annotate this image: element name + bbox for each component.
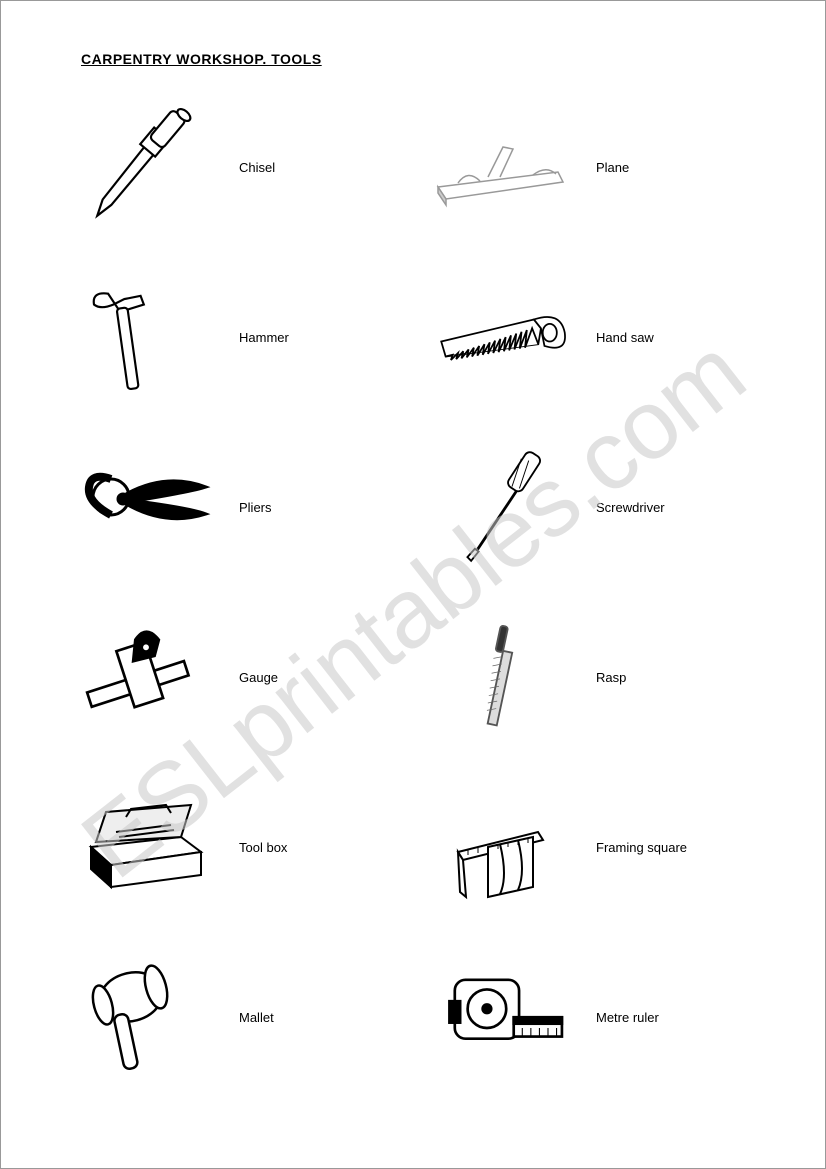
tool-cell-screwdriver: Screwdriver	[428, 437, 755, 577]
tool-cell-mallet: Mallet	[71, 947, 398, 1087]
rasp-icon	[428, 612, 578, 742]
tool-cell-chisel: Chisel	[71, 97, 398, 237]
metre-ruler-icon	[428, 952, 578, 1082]
tool-cell-handsaw: Hand saw	[428, 267, 755, 407]
tools-grid: Chisel Plane	[51, 97, 775, 1087]
hammer-icon	[71, 272, 221, 402]
tool-cell-rasp: Rasp	[428, 607, 755, 747]
tool-cell-toolbox: Tool box	[71, 777, 398, 917]
tool-cell-plane: Plane	[428, 97, 755, 237]
toolbox-icon	[71, 782, 221, 912]
tool-cell-gauge: Gauge	[71, 607, 398, 747]
mallet-icon	[71, 952, 221, 1082]
tool-label: Gauge	[239, 670, 278, 685]
tool-label: Pliers	[239, 500, 272, 515]
plane-icon	[428, 102, 578, 232]
tool-label: Hand saw	[596, 330, 654, 345]
tool-label: Mallet	[239, 1010, 274, 1025]
tool-cell-framing-square: Framing square	[428, 777, 755, 917]
tool-label: Metre ruler	[596, 1010, 659, 1025]
tool-label: Plane	[596, 160, 629, 175]
tool-cell-metre-ruler: Metre ruler	[428, 947, 755, 1087]
tool-cell-hammer: Hammer	[71, 267, 398, 407]
pliers-icon	[71, 442, 221, 572]
screwdriver-icon	[428, 442, 578, 572]
tool-label: Chisel	[239, 160, 275, 175]
tool-label: Tool box	[239, 840, 287, 855]
page-title: CARPENTRY WORKSHOP. TOOLS	[81, 51, 775, 67]
tool-label: Rasp	[596, 670, 626, 685]
worksheet-page: CARPENTRY WORKSHOP. TOOLS Chisel	[0, 0, 826, 1169]
handsaw-icon	[428, 272, 578, 402]
gauge-icon	[71, 612, 221, 742]
tool-label: Screwdriver	[596, 500, 665, 515]
chisel-icon	[71, 102, 221, 232]
framing-square-icon	[428, 782, 578, 912]
tool-cell-pliers: Pliers	[71, 437, 398, 577]
tool-label: Framing square	[596, 840, 687, 855]
tool-label: Hammer	[239, 330, 289, 345]
